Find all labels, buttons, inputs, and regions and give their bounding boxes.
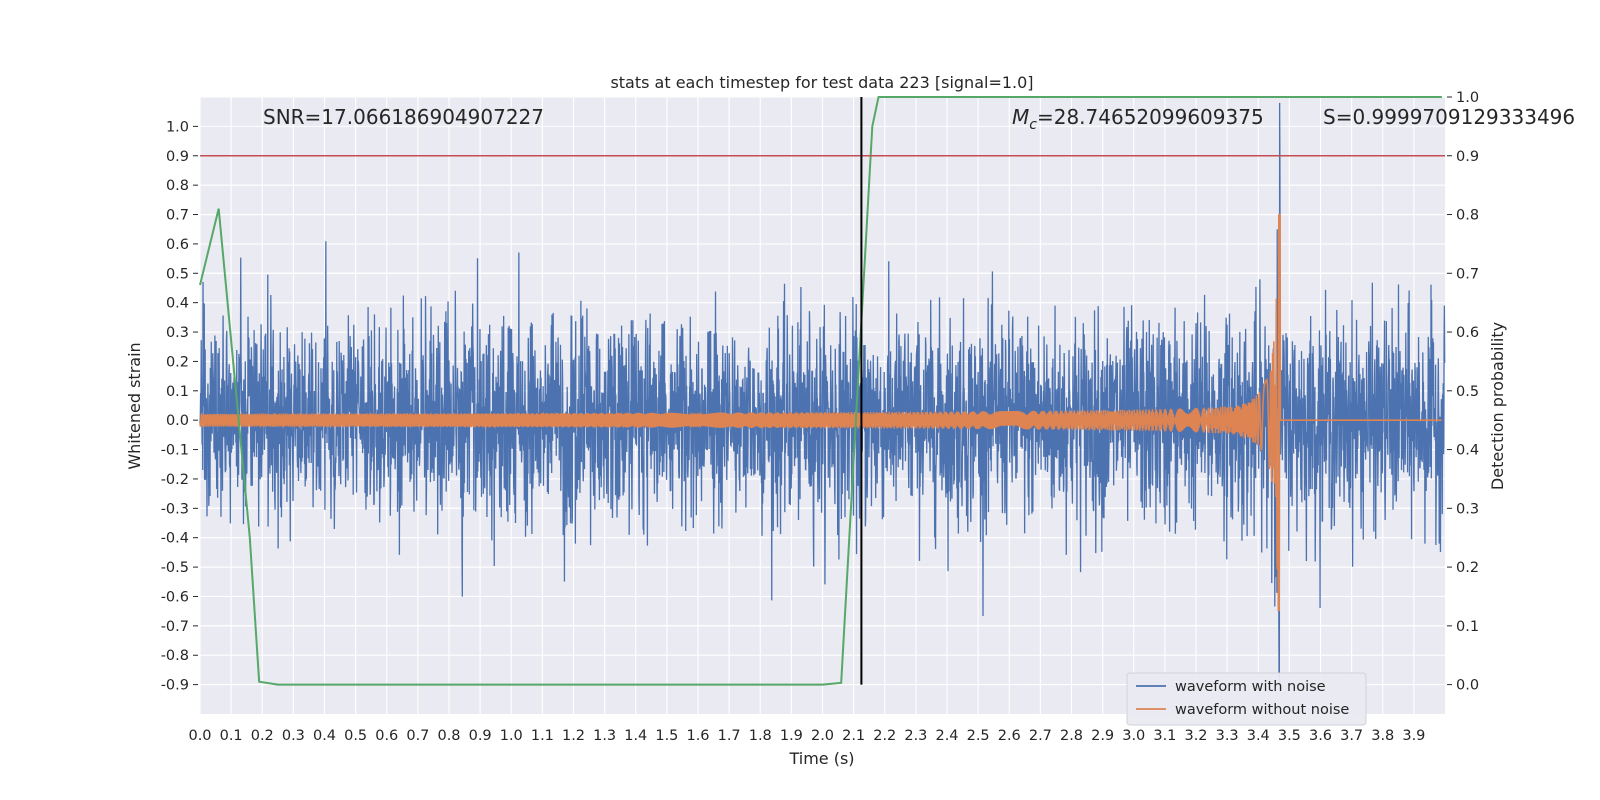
x-tick-label: 3.7 [1340, 728, 1363, 744]
x-tick-label: 0.1 [220, 728, 243, 744]
y-tick-label: 0.6 [166, 237, 189, 253]
x-tick-label: 2.8 [1060, 728, 1083, 744]
y-tick-label: 0.4 [166, 296, 189, 312]
x-tick-label: 2.0 [811, 728, 834, 744]
x-tick-label: 3.5 [1278, 728, 1301, 744]
x-tick-label: 3.4 [1247, 728, 1270, 744]
y-tick-label: 0.0 [166, 413, 189, 429]
chart-title: stats at each timestep for test data 223… [610, 73, 1033, 92]
detection-probability-line [199, 96, 1442, 686]
y-tick-label: 0.3 [166, 325, 189, 341]
y2-tick-label: 0.7 [1456, 266, 1479, 282]
y-tick-label: 1.0 [166, 119, 189, 135]
waveform-without-noise-line [199, 213, 1442, 612]
y-tick-label: -0.5 [161, 560, 189, 576]
y-tick-label: 0.8 [166, 178, 189, 194]
x-tick-label: 1.6 [686, 728, 709, 744]
x-axis-label: Time (s) [788, 749, 854, 768]
score-annotation: S=0.9999709129333496 [1323, 105, 1575, 129]
x-tick-label: 1.9 [780, 728, 803, 744]
x-tick-label: 0.7 [406, 728, 429, 744]
x-tick-label: 1.7 [718, 728, 741, 744]
snr-annotation: SNR=17.066186904907227 [263, 105, 544, 129]
legend-label-with-noise: waveform with noise [1175, 679, 1326, 695]
chirp-mass-symbol: M [1012, 105, 1029, 129]
x-tick-label: 2.4 [935, 728, 958, 744]
y2-axis-ticks: 1.0 0.9 0.8 0.7 0.6 0.5 0.4 0.3 0.2 0.1 0.0 [1447, 90, 1479, 694]
y2-tick-label: 0.8 [1456, 208, 1479, 224]
x-tick-label: 1.0 [500, 728, 523, 744]
legend-box [1126, 672, 1367, 726]
x-tick-label: 1.4 [624, 728, 647, 744]
x-tick-label: 0.4 [313, 728, 336, 744]
y-tick-label: 0.5 [166, 266, 189, 282]
y2-tick-label: 0.0 [1456, 678, 1479, 694]
legend-label-without-noise: waveform without noise [1175, 702, 1349, 718]
x-tick-label: 0.8 [437, 728, 460, 744]
y-axis-ticks: 1.0 0.9 0.8 0.7 0.6 0.5 0.4 0.3 0.2 0.1 0.0 -0.1 -0.… [161, 119, 198, 694]
x-tick-label: 0.0 [188, 728, 211, 744]
x-tick-label: 3.6 [1309, 728, 1332, 744]
x-tick-label: 2.5 [967, 728, 990, 744]
y-tick-label: -0.2 [161, 472, 189, 488]
x-tick-label: 3.1 [1153, 728, 1176, 744]
x-tick-label: 1.5 [655, 728, 678, 744]
x-tick-label: 2.6 [998, 728, 1021, 744]
y-axis-label: Whitened strain [125, 342, 144, 469]
y2-axis-label: Detection probability [1488, 322, 1507, 490]
y-tick-label: 0.1 [166, 384, 189, 400]
x-tick-label: 3.0 [1122, 728, 1145, 744]
x-tick-label: 3.8 [1371, 728, 1394, 744]
chirp-mass-subscript: c [1029, 117, 1037, 133]
y2-tick-label: 0.9 [1456, 149, 1479, 165]
y-tick-label: 0.2 [166, 354, 189, 370]
y2-tick-label: 0.4 [1456, 443, 1479, 459]
y2-tick-label: 0.2 [1456, 560, 1479, 576]
y-tick-label: 0.7 [166, 208, 189, 224]
series-detection-probability [199, 96, 1442, 686]
x-tick-label: 2.9 [1091, 728, 1114, 744]
x-tick-label: 1.1 [531, 728, 554, 744]
y-tick-label: -0.6 [161, 589, 189, 605]
x-tick-label: 0.3 [282, 728, 305, 744]
x-tick-label: 0.9 [469, 728, 492, 744]
series-waveform-without-noise [199, 213, 1442, 612]
x-tick-label: 2.1 [842, 728, 865, 744]
y2-tick-label: 1.0 [1456, 90, 1479, 106]
x-axis-ticks: 0.0 0.1 0.2 0.3 0.4 0.5 0.6 0.7 0.8 0.9 1.0 1.1 1.2 1… [188, 728, 1425, 744]
x-tick-label: 3.9 [1402, 728, 1425, 744]
y-tick-label: -0.4 [161, 531, 189, 547]
legend: waveform with noise waveform without noi… [1126, 672, 1367, 726]
y-tick-label: 0.9 [166, 149, 189, 165]
x-tick-label: 3.2 [1184, 728, 1207, 744]
chirp-mass-annotation: Mc=28.74652099609375 [1012, 105, 1264, 133]
y2-tick-label: 0.3 [1456, 501, 1479, 517]
x-tick-label: 3.3 [1216, 728, 1239, 744]
y-tick-label: -0.3 [161, 501, 189, 517]
chirp-mass-value: =28.74652099609375 [1037, 105, 1264, 129]
y-tick-label: -0.7 [161, 619, 189, 635]
y2-tick-label: 0.1 [1456, 619, 1479, 635]
x-tick-label: 2.7 [1029, 728, 1052, 744]
x-tick-label: 1.2 [562, 728, 585, 744]
reference-lines [200, 97, 1445, 685]
x-tick-label: 1.3 [593, 728, 616, 744]
x-tick-label: 0.2 [251, 728, 274, 744]
y-tick-label: -0.9 [161, 678, 189, 694]
x-tick-label: 0.6 [375, 728, 398, 744]
x-tick-label: 2.2 [873, 728, 896, 744]
x-tick-label: 1.8 [749, 728, 772, 744]
y2-tick-label: 0.5 [1456, 384, 1479, 400]
y-tick-label: -0.8 [161, 648, 189, 664]
y2-tick-label: 0.6 [1456, 325, 1479, 341]
y-tick-label: -0.1 [161, 443, 189, 459]
x-tick-label: 2.3 [904, 728, 927, 744]
x-tick-label: 0.5 [344, 728, 367, 744]
